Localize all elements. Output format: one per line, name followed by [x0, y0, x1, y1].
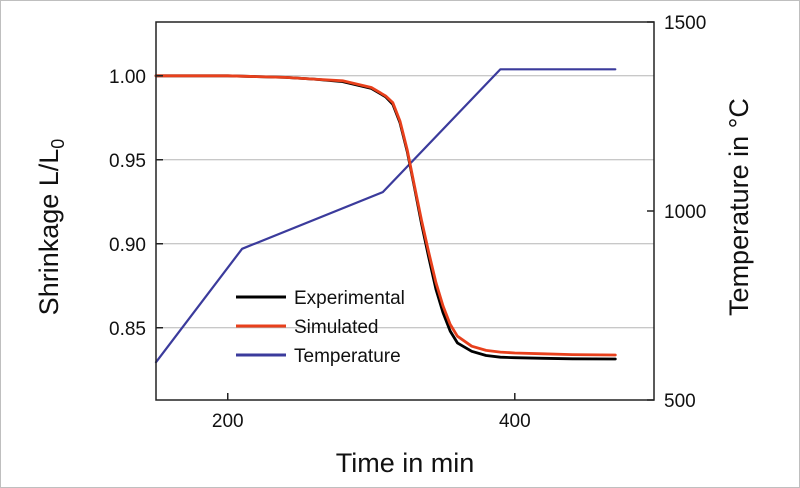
series-line-temperature [156, 69, 615, 362]
gridlines [156, 76, 654, 328]
x-tick-label: 200 [212, 411, 244, 432]
x-axis-label: Time in min [336, 448, 475, 478]
y-right-tick-label: 1000 [664, 202, 706, 223]
y-axis-left-label: Shrinkage L/L0 [34, 139, 68, 316]
legend-label-temperature: Temperature [294, 346, 401, 367]
y-axis-left-label-subscript: 0 [48, 139, 68, 149]
series-lines [156, 69, 615, 362]
plot-area-border [156, 22, 654, 400]
series-line-simulated [156, 76, 615, 355]
y-left-tick-label: 1.00 [109, 67, 146, 88]
y-axis-left-label-main: Shrinkage L/L [34, 149, 64, 316]
y-right-tick-label: 500 [664, 391, 696, 412]
y-left-tick-label: 0.95 [109, 151, 146, 172]
y-axis-right-label: Temperature in °C [724, 98, 754, 316]
y-left-tick-label: 0.85 [109, 319, 146, 340]
legend-label-experimental: Experimental [294, 288, 405, 309]
x-tick-label: 400 [499, 411, 531, 432]
series-line-experimental [156, 76, 615, 359]
y-left-tick-label: 0.90 [109, 235, 146, 256]
legend-label-simulated: Simulated [294, 317, 379, 338]
y-right-tick-label: 1500 [664, 13, 706, 34]
